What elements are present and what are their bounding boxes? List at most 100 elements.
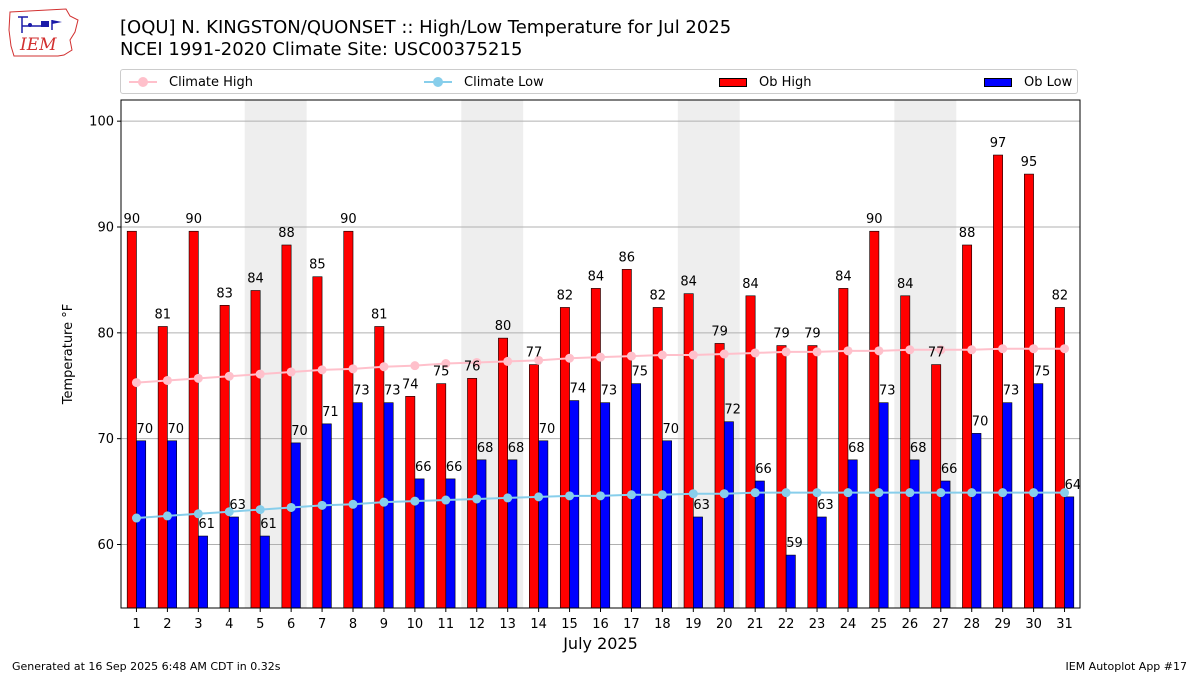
bar-ob-low (816, 516, 827, 609)
point-climate-low (936, 488, 946, 498)
point-climate-high (472, 357, 482, 367)
point-climate-low (255, 505, 265, 515)
bar-ob-high (838, 288, 849, 609)
x-tick-label: 10 (407, 617, 424, 632)
label-ob-low: 70 (972, 414, 989, 429)
point-climate-high (967, 345, 977, 355)
y-tick-label: 80 (97, 326, 114, 341)
label-ob-low: 63 (229, 498, 246, 513)
bar-ob-high (559, 307, 570, 609)
point-climate-low (967, 488, 977, 498)
label-ob-high: 88 (278, 226, 295, 241)
point-climate-low (719, 489, 729, 499)
bar-ob-low (600, 402, 611, 609)
point-climate-high (874, 346, 884, 356)
point-climate-low (843, 488, 853, 498)
label-ob-high: 90 (340, 212, 357, 227)
point-climate-low (1029, 488, 1039, 498)
legend-item-climate-low: Climate Low (424, 74, 544, 90)
legend-item-ob-high: Ob High (719, 74, 812, 90)
bar-ob-low (940, 480, 951, 609)
footer-app: IEM Autoplot App #17 (1065, 660, 1188, 673)
point-climate-high (131, 378, 141, 388)
label-ob-low: 72 (724, 403, 741, 418)
bar-ob-low (228, 516, 239, 609)
x-tick-label: 29 (994, 617, 1011, 632)
point-climate-high (596, 352, 605, 362)
label-ob-low: 70 (167, 422, 184, 437)
legend-item-ob-low: Ob Low (984, 74, 1072, 90)
point-climate-high (286, 367, 296, 377)
point-climate-low (750, 488, 760, 498)
point-climate-low (688, 489, 698, 499)
point-climate-high (317, 365, 327, 375)
bar-ob-low (136, 440, 147, 609)
bar-ob-high (931, 364, 942, 609)
label-ob-low: 75 (632, 365, 649, 380)
point-climate-high (905, 345, 915, 355)
bar-ob-low (971, 433, 982, 609)
bar-ob-low (785, 554, 796, 609)
y-tick-label: 60 (97, 538, 114, 553)
point-climate-low (596, 491, 605, 501)
point-climate-high (410, 361, 420, 371)
x-tick-label: 21 (747, 617, 764, 632)
point-climate-low (626, 490, 636, 500)
label-ob-high: 75 (433, 365, 450, 380)
label-ob-low: 73 (1003, 384, 1020, 399)
x-tick-label: 23 (809, 617, 826, 632)
point-climate-high (998, 344, 1008, 354)
x-tick-label: 12 (468, 617, 485, 632)
label-ob-high: 86 (619, 250, 636, 265)
bar-ob-low (1064, 496, 1075, 609)
legend-label: Ob Low (1024, 74, 1073, 90)
bar-ob-low (507, 459, 518, 609)
label-ob-high: 90 (124, 212, 141, 227)
point-climate-low (781, 488, 791, 498)
point-climate-high (534, 355, 544, 365)
bar-ob-high (312, 276, 323, 609)
point-climate-high (162, 375, 172, 385)
label-ob-high: 84 (742, 277, 759, 292)
point-climate-low (472, 494, 482, 504)
label-ob-low: 70 (291, 424, 308, 439)
logo-text: IEM (19, 35, 57, 55)
y-tick-label: 100 (89, 115, 114, 130)
bar-ob-low (662, 440, 672, 609)
label-ob-high: 74 (402, 377, 419, 392)
bar-ob-high (714, 343, 725, 609)
point-climate-low (224, 507, 234, 517)
x-tick-label: 14 (530, 617, 547, 632)
x-tick-label: 17 (623, 617, 640, 632)
bar-ob-high (498, 337, 508, 609)
point-climate-low (286, 502, 296, 512)
label-ob-high: 90 (866, 212, 883, 227)
bar-ob-high (529, 364, 539, 609)
x-tick-label: 9 (380, 617, 388, 632)
label-ob-low: 68 (910, 441, 927, 456)
legend-label: Climate High (169, 74, 254, 90)
bar-ob-high (467, 378, 478, 609)
bar-ob-high (250, 290, 261, 609)
label-ob-high: 77 (928, 346, 945, 361)
point-climate-low (348, 499, 358, 509)
bar-ob-high (126, 230, 137, 609)
bar-ob-high (776, 345, 787, 609)
legend-marker-climate-high (129, 74, 157, 90)
point-climate-low (534, 492, 544, 502)
y-tick-label: 90 (97, 221, 114, 236)
point-climate-low (410, 496, 420, 506)
label-ob-high: 81 (371, 307, 388, 322)
label-ob-low: 68 (477, 441, 494, 456)
label-ob-high: 80 (495, 319, 512, 334)
iem-logo: IEM (8, 6, 82, 60)
x-tick-label: 2 (163, 617, 171, 632)
label-ob-low: 73 (353, 384, 370, 399)
legend-label: Ob High (759, 74, 812, 90)
label-ob-low: 63 (693, 498, 710, 513)
bar-ob-low (909, 459, 920, 609)
point-climate-low (162, 511, 172, 521)
label-ob-low: 64 (1065, 478, 1082, 493)
label-ob-high: 84 (247, 272, 264, 287)
x-axis-label: July 2025 (562, 634, 638, 653)
